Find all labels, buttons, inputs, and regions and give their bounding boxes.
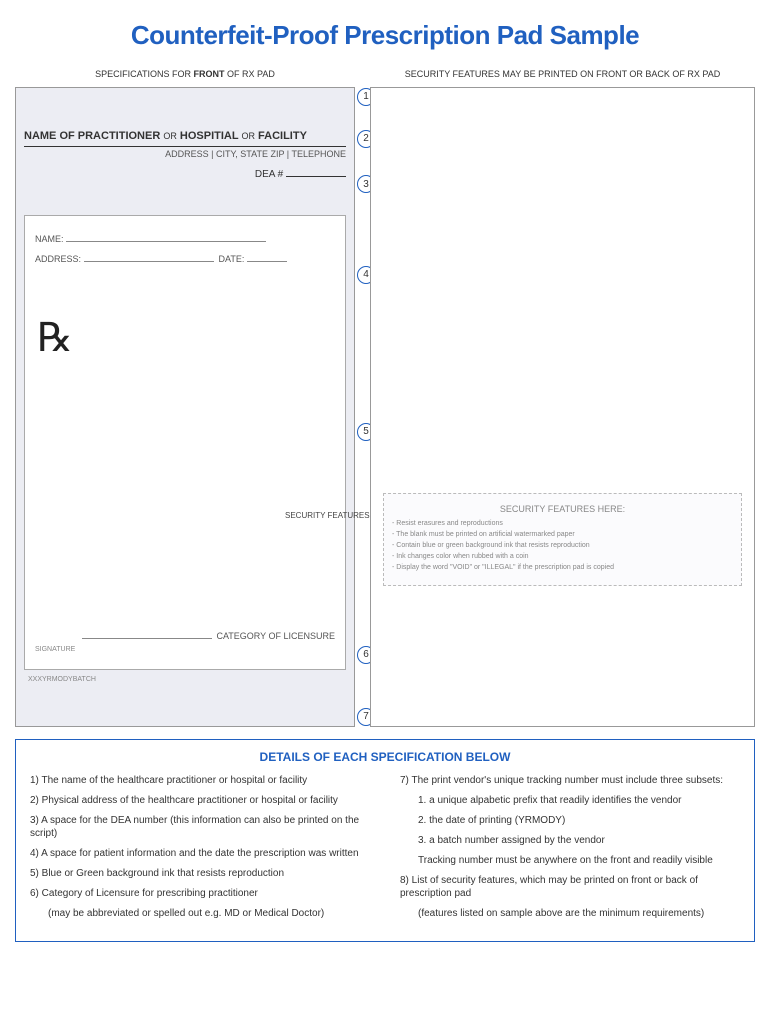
name-field: NAME: bbox=[35, 234, 335, 244]
front-header: SPECIFICATIONS FOR FRONT OF RX PAD bbox=[15, 69, 355, 79]
details-box: DETAILS OF EACH SPECIFICATION BELOW 1) T… bbox=[15, 739, 755, 942]
details-right: 7) The print vendor's unique tracking nu… bbox=[400, 774, 740, 927]
security-features-box: SECURITY FEATURES HERE: - Resist erasure… bbox=[383, 493, 742, 586]
address-line: ADDRESS | CITY, STATE ZIP | TELEPHONE bbox=[24, 149, 346, 159]
dea-line: DEA # bbox=[24, 169, 346, 180]
rx-pad-back: SECURITY FEATURES HERE: - Resist erasure… bbox=[370, 87, 755, 727]
page-title: Counterfeit-Proof Prescription Pad Sampl… bbox=[15, 20, 755, 51]
details-title: DETAILS OF EACH SPECIFICATION BELOW bbox=[30, 750, 740, 764]
tracking-code: XXXYRMODYBATCH bbox=[28, 676, 346, 683]
address-field: ADDRESS: DATE: bbox=[35, 254, 335, 264]
signature-label: SIGNATURE bbox=[35, 646, 75, 653]
prescription-box: NAME: ADDRESS: DATE: ℞ CATEGORY OF LICEN… bbox=[24, 215, 346, 670]
rx-symbol: ℞ bbox=[37, 314, 335, 361]
practitioner-line: NAME OF PRACTITIONER OR HOSPITIAL OR FAC… bbox=[24, 126, 346, 147]
details-left: 1) The name of the healthcare practition… bbox=[30, 774, 370, 927]
right-column: SECURITY FEATURES MAY BE PRINTED ON FRON… bbox=[370, 69, 755, 727]
category-row: CATEGORY OF LICENSURE bbox=[35, 631, 335, 641]
security-title: SECURITY FEATURES HERE: bbox=[392, 504, 733, 514]
back-header: SECURITY FEATURES MAY BE PRINTED ON FRON… bbox=[370, 69, 755, 79]
rx-pad-front: NAME OF PRACTITIONER OR HOSPITIAL OR FAC… bbox=[15, 87, 355, 727]
left-column: SPECIFICATIONS FOR FRONT OF RX PAD NAME … bbox=[15, 69, 355, 727]
main-row: SPECIFICATIONS FOR FRONT OF RX PAD NAME … bbox=[15, 69, 755, 727]
practitioner-name: NAME OF PRACTITIONER bbox=[24, 130, 160, 142]
